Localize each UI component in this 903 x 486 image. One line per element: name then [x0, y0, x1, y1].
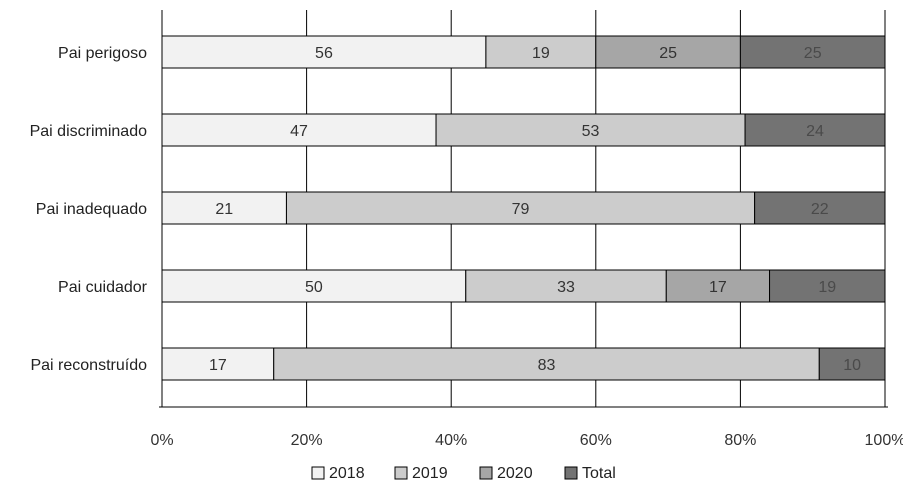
legend-label-1: 2019	[412, 465, 448, 482]
data-label-1-3: 24	[806, 123, 824, 140]
data-label-2-0: 21	[215, 201, 233, 218]
data-label-0-2: 25	[659, 45, 677, 62]
legend-swatch-2	[479, 466, 493, 480]
bar-4-1	[273, 347, 820, 381]
data-label-4-1: 83	[538, 357, 556, 374]
bars: 56 19 25 25 47 53 24 21 79 22 50 33 17 19 17 83 10	[161, 35, 886, 381]
x-tick-label-4: 80%	[724, 432, 756, 449]
bar-2-3	[754, 191, 886, 225]
legend-item-0: 2018	[311, 465, 365, 482]
bar-0-2	[595, 35, 741, 69]
bar-4-3	[818, 347, 886, 381]
data-label-3-2: 17	[709, 279, 727, 296]
x-tick-label-2: 40%	[435, 432, 467, 449]
data-label-3-1: 33	[557, 279, 575, 296]
data-label-3-3: 19	[818, 279, 836, 296]
legend-swatch-0	[311, 466, 325, 480]
data-label-3-0: 50	[305, 279, 323, 296]
bar-1-1	[435, 113, 746, 147]
bar-3-3	[769, 269, 886, 303]
bar-1-3	[744, 113, 886, 147]
legend-item-3: Total	[564, 465, 616, 482]
data-label-2-3: 22	[811, 201, 829, 218]
x-tick-labels: 0% 20% 40% 60% 80% 100%	[150, 432, 903, 449]
bar-3-1	[465, 269, 667, 303]
bar-0-3	[739, 35, 886, 69]
bar-3-2	[665, 269, 771, 303]
bar-4-0	[161, 347, 275, 381]
bar-0-0	[161, 35, 487, 69]
legend-swatch-3	[564, 466, 578, 480]
bar-1-0	[161, 113, 437, 147]
x-tick-label-5: 100%	[865, 432, 903, 449]
data-label-0-3: 25	[804, 45, 822, 62]
category-label-1: Pai discriminado	[30, 123, 147, 140]
legend-label-3: Total	[582, 465, 616, 482]
category-label-0: Pai perigoso	[58, 45, 147, 62]
x-tick-label-3: 60%	[580, 432, 612, 449]
legend: 2018 2019 2020 Total	[311, 465, 616, 482]
category-label-4: Pai reconstruído	[30, 357, 147, 374]
category-labels: Pai perigoso Pai discriminado Pai inadequa…	[30, 45, 148, 374]
data-label-1-0: 47	[290, 123, 308, 140]
legend-label-0: 2018	[329, 465, 365, 482]
data-label-0-1: 19	[532, 45, 550, 62]
category-label-2: Pai inadequado	[36, 201, 147, 218]
x-tick-label-1: 20%	[291, 432, 323, 449]
x-tick-label-0: 0%	[150, 432, 173, 449]
data-label-4-3: 10	[843, 357, 861, 374]
legend-item-2: 2020	[479, 465, 533, 482]
data-label-2-1: 79	[512, 201, 530, 218]
legend-label-2: 2020	[497, 465, 533, 482]
legend-swatch-1	[394, 466, 408, 480]
bar-0-1	[485, 35, 597, 69]
legend-item-1: 2019	[394, 465, 448, 482]
data-label-1-1: 53	[582, 123, 600, 140]
data-label-0-0: 56	[315, 45, 333, 62]
category-label-3: Pai cuidador	[58, 279, 148, 296]
data-label-4-0: 17	[209, 357, 227, 374]
bar-2-1	[285, 191, 756, 225]
bar-3-0	[161, 269, 467, 303]
